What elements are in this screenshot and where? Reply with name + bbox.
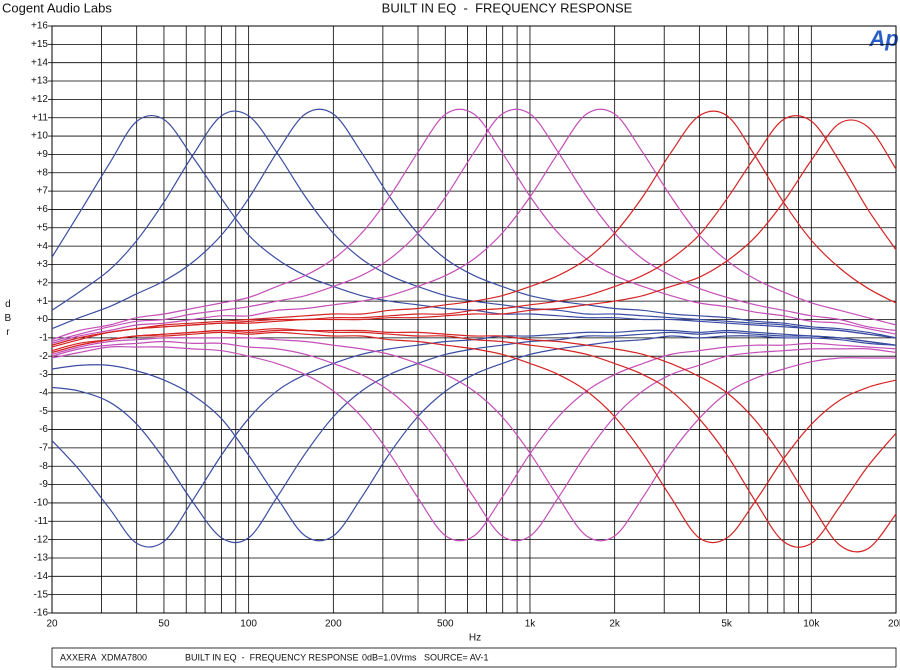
x-tick-label: 10k (803, 619, 820, 630)
line-series (51, 108, 897, 344)
y-tick-label: +15 (31, 39, 48, 50)
line-series (51, 114, 897, 339)
x-axis-label: Hz (469, 633, 481, 644)
y-tick-label: -1 (39, 332, 48, 343)
y-tick-label: +4 (37, 241, 49, 252)
line-series (51, 108, 897, 341)
y-tick-label: +10 (31, 131, 48, 142)
line-series (51, 340, 897, 542)
x-tick-label: 100 (240, 619, 257, 630)
line-series (51, 328, 897, 553)
line-series (51, 108, 897, 339)
y-tick-label: +8 (37, 167, 49, 178)
line-series (51, 331, 897, 544)
plot-frame (51, 25, 897, 614)
x-tick-label: 500 (437, 619, 454, 630)
y-tick-label: -14 (34, 571, 49, 582)
y-tick-label: -7 (39, 443, 48, 454)
y-tick-label: -3 (39, 369, 48, 380)
y-tick-label: +16 (31, 21, 48, 32)
y-tick-label: -9 (39, 479, 48, 490)
y-tick-label: +9 (37, 149, 49, 160)
y-tick-label: -16 (34, 608, 49, 619)
y-tick-label: -6 (39, 424, 48, 435)
y-tick-label: -2 (39, 351, 48, 362)
y-tick-label: -11 (34, 516, 48, 527)
y-tick-label: -15 (34, 589, 49, 600)
y-tick-label: +5 (37, 222, 49, 233)
y-tick-label: +0 (37, 314, 49, 325)
x-tick-label: 200 (325, 619, 342, 630)
y-tick-label: +2 (37, 277, 49, 288)
y-tick-label: +12 (31, 94, 48, 105)
y-tick-label: +1 (37, 296, 49, 307)
y-tick-label: -10 (34, 498, 49, 509)
footer-text: 0dB=1.0Vrms SOURCE= AV-1 (362, 652, 489, 662)
y-axis-label: dBr (2, 299, 13, 341)
y-tick-label: +7 (37, 186, 49, 197)
footer-box (51, 647, 897, 668)
x-tick-label: 5k (721, 619, 733, 630)
y-tick-label: +11 (32, 112, 49, 123)
y-tick-label: -8 (39, 461, 48, 472)
y-tick-label: +14 (31, 57, 48, 68)
line-series (51, 110, 897, 339)
x-tick-label: 1k (525, 619, 537, 630)
logo: Ap (868, 26, 898, 51)
y-tick-label: +3 (37, 259, 49, 270)
header: Cogent Audio Labs (2, 0, 112, 15)
y-tick-label: +6 (37, 204, 49, 215)
footer-text: AXXERA XDMA7800 (60, 652, 147, 662)
line-series (51, 119, 897, 348)
x-tick-label: 20k (888, 619, 900, 630)
y-tick-label: +13 (31, 76, 48, 87)
x-tick-label: 2k (609, 619, 621, 630)
line-series (51, 335, 897, 542)
y-tick-label: -13 (34, 553, 49, 564)
chart-title: BUILT IN EQ - FREQUENCY RESPONSE (382, 0, 633, 15)
line-series (51, 337, 896, 542)
y-tick-label: -4 (39, 388, 48, 399)
footer-text: BUILT IN EQ - FREQUENCY RESPONSE (185, 652, 359, 662)
line-series (51, 108, 897, 343)
line-series (51, 331, 897, 544)
y-tick-label: -12 (34, 534, 49, 545)
x-tick-label: 50 (158, 619, 170, 630)
y-tick-label: -5 (39, 406, 48, 417)
x-tick-label: 20 (46, 619, 58, 630)
line-series (51, 342, 897, 542)
